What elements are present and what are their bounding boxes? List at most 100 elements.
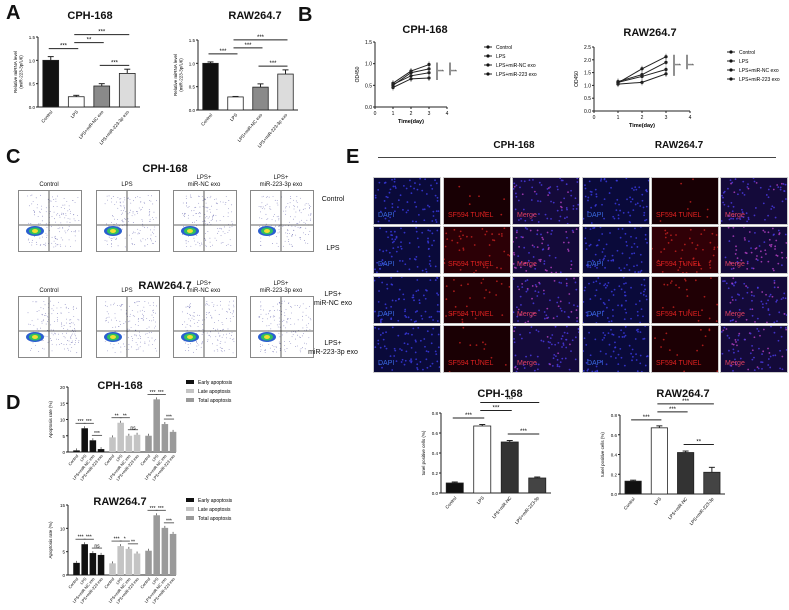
nucleus <box>608 192 611 194</box>
nucleus <box>522 364 525 366</box>
nucleus <box>436 277 438 279</box>
nucleus <box>554 256 557 259</box>
chart-d2-title: RAW264.7 <box>93 496 147 508</box>
panel-label-b: B <box>298 4 313 26</box>
significance-label: * <box>124 537 126 543</box>
event-dot <box>266 325 268 327</box>
nucleus <box>561 179 564 182</box>
event-dot <box>281 300 283 302</box>
event-dot <box>117 305 118 307</box>
nucleus <box>432 319 434 321</box>
event-dot <box>260 244 262 246</box>
nucleus <box>775 239 778 242</box>
event-dot <box>41 322 43 324</box>
nucleus <box>629 196 631 199</box>
event-dot <box>115 238 117 240</box>
event-dot <box>297 334 298 336</box>
nucleus <box>753 369 756 372</box>
significance-label: *** <box>506 398 514 404</box>
event-dot <box>288 239 290 241</box>
event-dot <box>273 310 275 311</box>
nucleus <box>721 194 723 197</box>
nucleus <box>746 286 749 289</box>
event-dot <box>114 204 116 205</box>
y-tick-label: 1.0 <box>189 61 196 66</box>
nucleus <box>628 269 631 271</box>
nucleus <box>731 282 733 285</box>
nucleus <box>660 251 662 253</box>
x-tick-label: 2 <box>641 115 644 121</box>
nucleus <box>537 330 540 333</box>
event-dot <box>123 221 125 223</box>
event-dot <box>60 222 62 224</box>
nucleus <box>734 339 737 341</box>
event-dot <box>41 220 43 222</box>
nucleus <box>595 365 598 368</box>
nucleus <box>488 254 491 257</box>
bar <box>169 533 177 575</box>
nucleus <box>435 182 438 185</box>
bar <box>42 59 60 108</box>
nucleus <box>767 299 769 302</box>
legend-marker <box>729 77 733 81</box>
event-dot <box>106 317 108 318</box>
nucleus <box>453 290 455 293</box>
nucleus <box>585 242 587 245</box>
event-dot <box>77 197 79 198</box>
nucleus <box>620 288 623 291</box>
nucleus <box>433 239 435 242</box>
nucleus <box>583 337 586 340</box>
event-dot <box>296 196 298 197</box>
nucleus <box>559 215 562 218</box>
event-dot <box>129 212 131 214</box>
nucleus <box>403 231 406 234</box>
event-dot <box>138 347 140 349</box>
nucleus <box>758 245 761 247</box>
event-dot <box>279 231 280 233</box>
x-axis-label: Time(day) <box>629 123 655 129</box>
nucleus <box>734 253 737 255</box>
nucleus <box>574 358 577 361</box>
nucleus <box>390 277 393 279</box>
event-dot <box>262 321 264 322</box>
event-dot <box>285 232 287 234</box>
nucleus <box>445 232 448 235</box>
event-dot <box>44 245 46 247</box>
nucleus <box>732 227 735 229</box>
nucleus <box>770 245 772 248</box>
nucleus <box>557 341 560 344</box>
event-dot <box>265 197 267 198</box>
nucleus <box>627 211 630 214</box>
nucleus <box>643 278 646 281</box>
nucleus <box>634 227 636 230</box>
nucleus <box>435 221 438 223</box>
nucleus <box>429 365 432 368</box>
nucleus <box>733 191 736 194</box>
nucleus <box>738 308 741 311</box>
nucleus <box>419 339 422 342</box>
nucleus <box>425 268 427 271</box>
event-dot <box>137 318 139 320</box>
nucleus <box>405 316 408 318</box>
nucleus <box>483 211 486 213</box>
nucleus <box>645 298 648 301</box>
microscopy-image: SF594 TUNEL <box>443 177 511 225</box>
nucleus <box>755 258 758 260</box>
event-dot <box>67 328 69 330</box>
event-dot <box>274 348 275 350</box>
nucleus <box>421 189 424 192</box>
event-dot <box>261 202 263 204</box>
event-dot <box>56 320 58 322</box>
nucleus <box>392 185 395 188</box>
nucleus <box>603 198 606 201</box>
event-dot <box>231 226 233 228</box>
event-dot <box>73 316 75 317</box>
significance-label: *** <box>269 61 277 67</box>
event-dot <box>202 206 204 208</box>
event-dot <box>45 315 47 316</box>
event-dot <box>198 329 200 331</box>
nucleus <box>562 342 565 345</box>
event-dot <box>55 245 57 247</box>
nucleus <box>784 183 787 186</box>
event-dot <box>187 344 189 346</box>
